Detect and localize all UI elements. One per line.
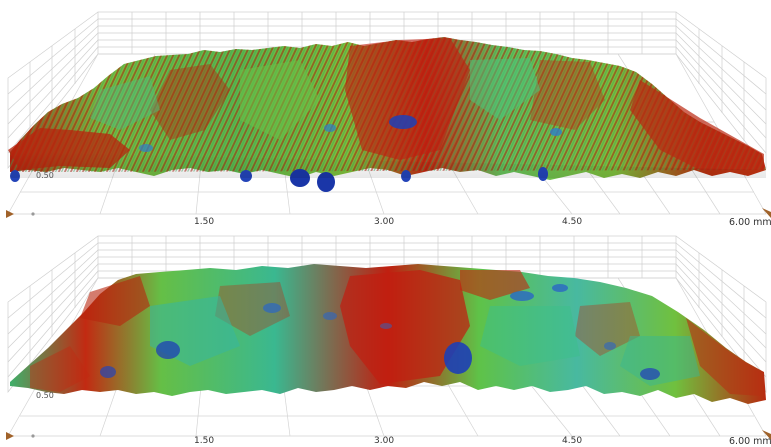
z-tick-label: 0.50 [36, 171, 54, 180]
axis-marker-left [6, 210, 14, 218]
grid-right-wall [675, 11, 767, 170]
axis-marker-right [762, 208, 771, 218]
axis-marker-left [6, 432, 14, 440]
surface-plot-bottom: 0.50 1.50 3.00 4.50 6.00 mm [0, 226, 771, 447]
surface-mesh-top [8, 37, 766, 192]
z-tick-label: 0.50 [36, 391, 54, 400]
surface-plot-top-canvas [6, 11, 771, 218]
axis-origin-dot [31, 212, 35, 216]
x-tick-label: 3.00 [374, 436, 395, 446]
x-tick-label: 4.50 [562, 217, 583, 227]
x-tick-label: 6.00 mm [729, 217, 771, 228]
x-tick-label: 3.00 [374, 217, 395, 227]
surface-mesh-bottom [10, 264, 766, 404]
surface-plot-bottom-canvas [6, 235, 771, 440]
x-tick-label: 4.50 [562, 436, 583, 446]
x-tick-label: 6.00 mm [729, 436, 771, 447]
grid-right-wall [675, 235, 767, 394]
surface-plot-top: 0.50 1.50 3.00 4.50 6.00 mm [6, 11, 771, 228]
x-tick-label: 1.50 [194, 217, 215, 227]
grid-left-wall [7, 235, 99, 394]
axis-origin-dot [31, 434, 35, 438]
axis-marker-right [762, 430, 771, 440]
x-tick-label: 1.50 [194, 436, 215, 446]
